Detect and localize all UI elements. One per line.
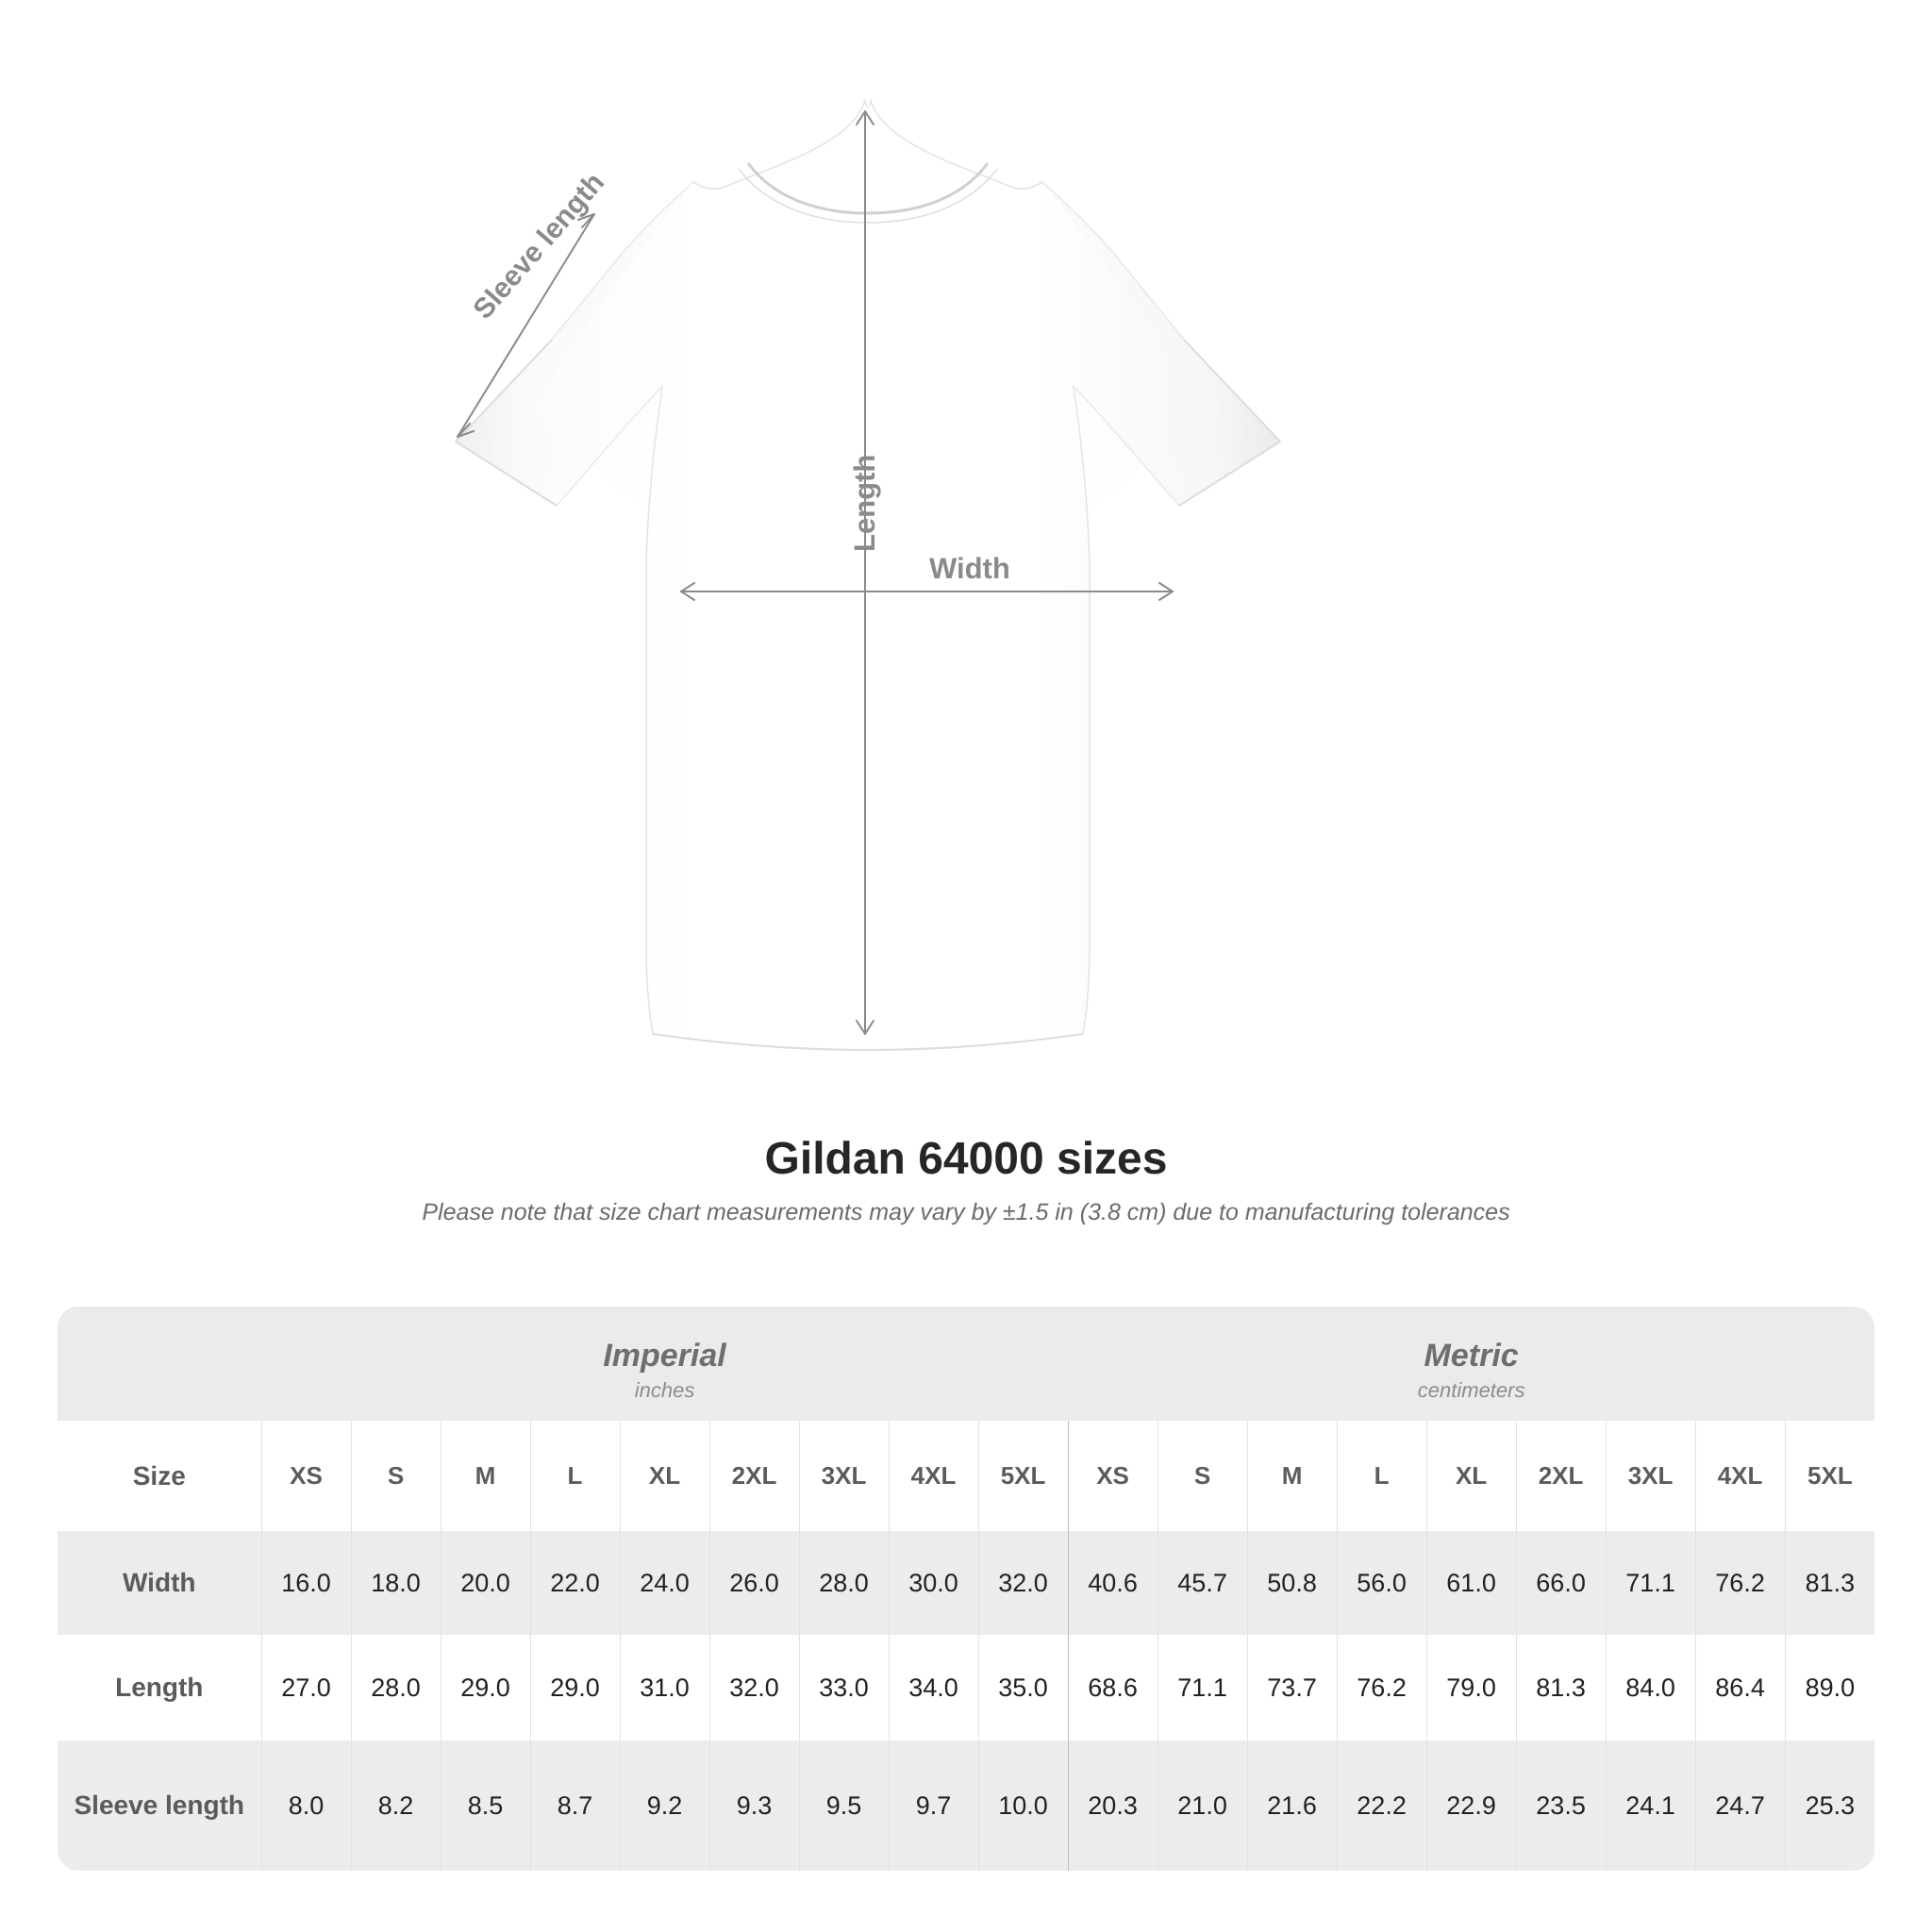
svg-text:Length: Length [848, 455, 881, 552]
svg-text:Width: Width [929, 552, 1010, 585]
